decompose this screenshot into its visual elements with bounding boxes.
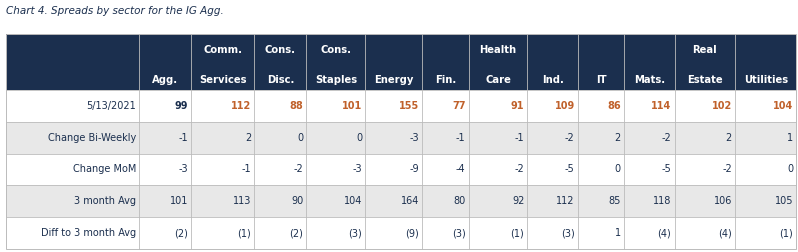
Text: -1: -1 [515,133,524,143]
Text: Utilities: Utilities [744,75,788,85]
Text: 102: 102 [712,101,732,111]
Text: -9: -9 [409,165,419,174]
Text: Comm.: Comm. [203,45,243,55]
Text: 88: 88 [290,101,303,111]
Text: Real: Real [693,45,717,55]
Text: -2: -2 [294,165,303,174]
Text: Staples: Staples [314,75,357,85]
Text: Ind.: Ind. [542,75,563,85]
Text: 112: 112 [556,196,575,206]
Text: (1): (1) [511,228,524,238]
Text: Disc.: Disc. [267,75,294,85]
Text: 1: 1 [787,133,793,143]
Text: Fin.: Fin. [435,75,456,85]
Text: 0: 0 [787,165,793,174]
Text: Care: Care [485,75,511,85]
Text: Cons.: Cons. [265,45,296,55]
Text: Energy: Energy [374,75,413,85]
Text: Agg.: Agg. [152,75,178,85]
Text: -2: -2 [515,165,524,174]
Text: Estate: Estate [687,75,723,85]
Text: (3): (3) [348,228,362,238]
Text: 86: 86 [607,101,621,111]
Text: 104: 104 [344,196,362,206]
Text: 104: 104 [773,101,793,111]
Text: 2: 2 [725,133,732,143]
Text: 2: 2 [614,133,621,143]
Text: Mats.: Mats. [634,75,665,85]
Text: 114: 114 [651,101,671,111]
Text: 90: 90 [291,196,303,206]
Text: 0: 0 [356,133,362,143]
Text: (1): (1) [780,228,793,238]
Text: -2: -2 [662,133,671,143]
Text: 2: 2 [245,133,251,143]
Text: (3): (3) [561,228,575,238]
Text: -3: -3 [409,133,419,143]
Text: -5: -5 [565,165,575,174]
Text: 155: 155 [399,101,419,111]
Text: 91: 91 [511,101,524,111]
Text: 109: 109 [555,101,575,111]
Text: 118: 118 [653,196,671,206]
Text: (2): (2) [174,228,188,238]
Text: 3 month Avg: 3 month Avg [74,196,136,206]
Text: -4: -4 [456,165,465,174]
Text: 5/13/2021: 5/13/2021 [86,101,136,111]
Text: Diff to 3 month Avg: Diff to 3 month Avg [41,228,136,238]
Text: Chart 4. Spreads by sector for the IG Agg.: Chart 4. Spreads by sector for the IG Ag… [6,6,224,16]
Text: (9): (9) [405,228,419,238]
Text: (4): (4) [718,228,732,238]
Text: 99: 99 [175,101,188,111]
Text: 80: 80 [453,196,465,206]
Text: (3): (3) [452,228,465,238]
Text: -2: -2 [565,133,575,143]
Text: 0: 0 [297,133,303,143]
Text: Change Bi-Weekly: Change Bi-Weekly [48,133,136,143]
Text: Change MoM: Change MoM [73,165,136,174]
Text: -3: -3 [179,165,188,174]
Text: 164: 164 [401,196,419,206]
Text: Services: Services [199,75,247,85]
Text: 77: 77 [452,101,465,111]
Text: 1: 1 [614,228,621,238]
Text: 101: 101 [170,196,188,206]
Text: 112: 112 [231,101,251,111]
Text: -2: -2 [722,165,732,174]
Text: -1: -1 [456,133,465,143]
Text: 113: 113 [233,196,251,206]
Text: 106: 106 [713,196,732,206]
Text: Cons.: Cons. [320,45,351,55]
Text: -1: -1 [179,133,188,143]
Text: 0: 0 [614,165,621,174]
Text: -3: -3 [353,165,362,174]
Text: IT: IT [595,75,606,85]
Text: 105: 105 [775,196,793,206]
Text: (1): (1) [237,228,251,238]
Text: 101: 101 [342,101,362,111]
Text: (4): (4) [658,228,671,238]
Text: -5: -5 [662,165,671,174]
Text: (2): (2) [290,228,303,238]
Text: 92: 92 [512,196,524,206]
Text: 85: 85 [609,196,621,206]
Text: -1: -1 [242,165,251,174]
Text: Health: Health [480,45,516,55]
